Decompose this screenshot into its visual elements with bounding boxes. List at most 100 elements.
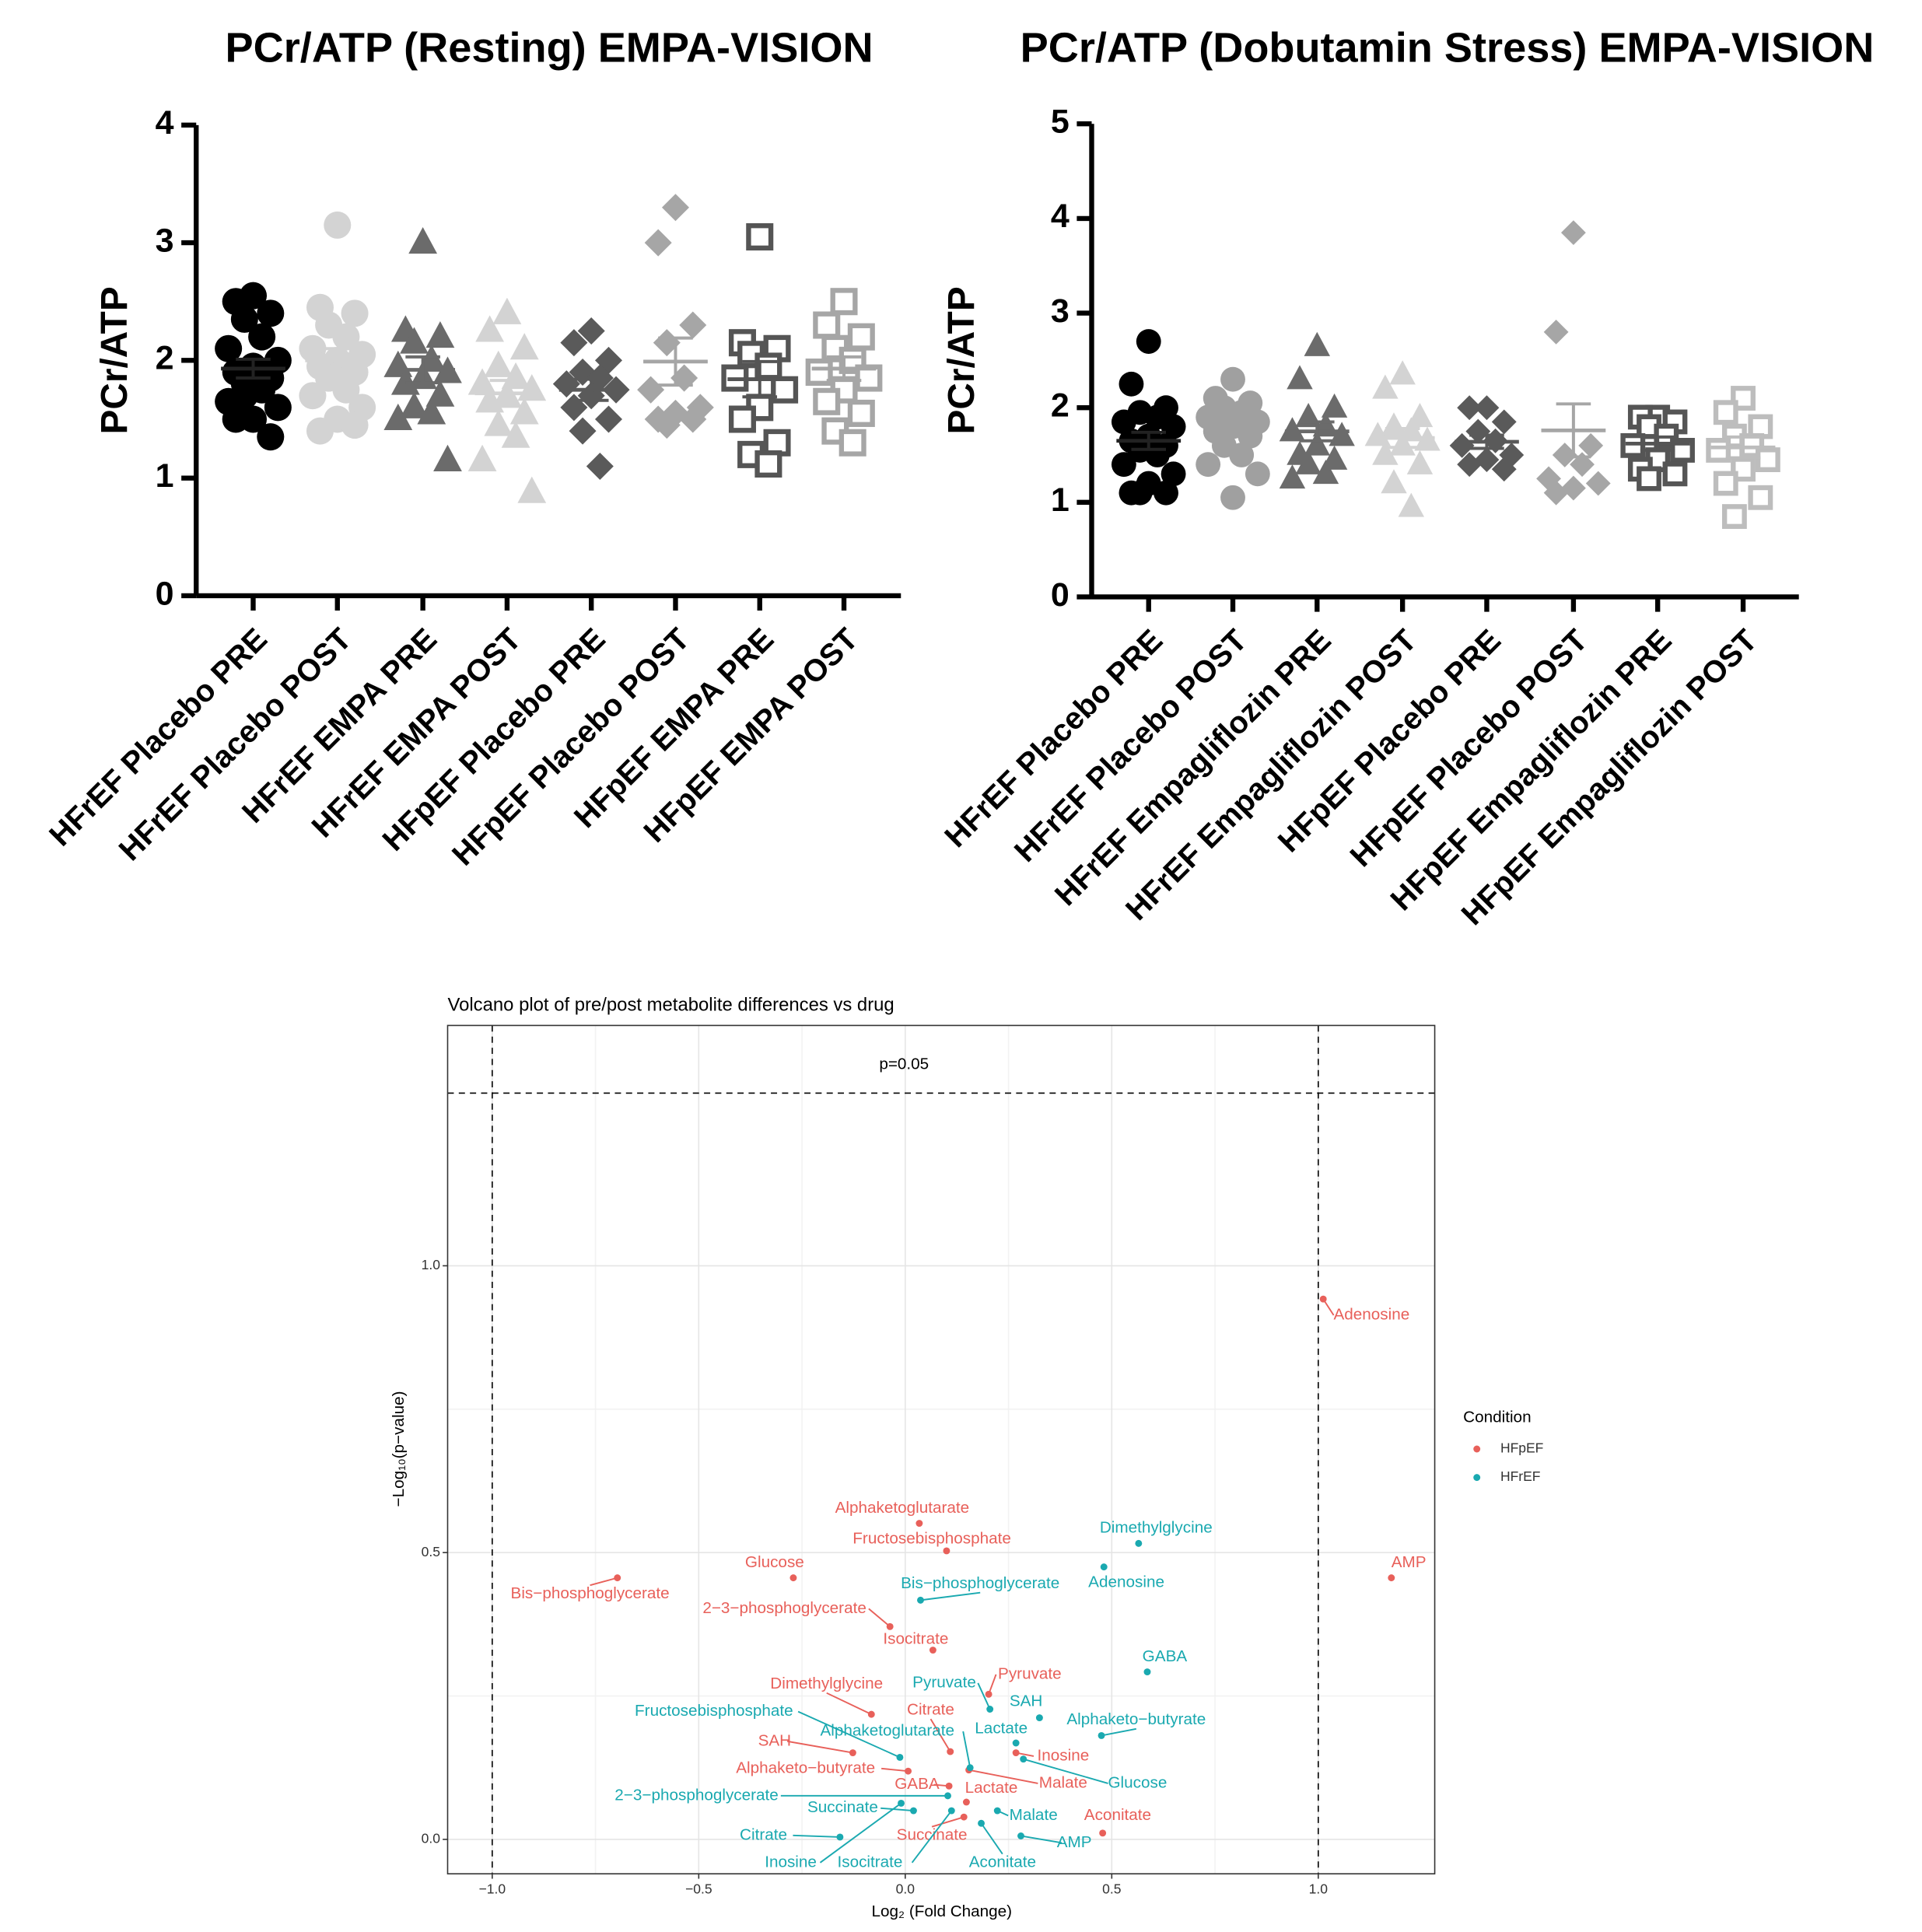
annotation: p=0.05 — [879, 1055, 929, 1073]
label-connector — [590, 1577, 618, 1587]
point — [332, 323, 360, 351]
point — [1713, 471, 1738, 496]
error-bar — [1385, 426, 1420, 450]
point — [1220, 485, 1245, 510]
point-label: GABA — [1143, 1647, 1188, 1665]
label-connector — [911, 1810, 953, 1864]
point — [1406, 450, 1434, 474]
legend-label: HFpEF — [1500, 1440, 1543, 1456]
point — [653, 411, 681, 439]
point — [1287, 365, 1313, 390]
point — [1012, 1739, 1020, 1747]
point — [475, 315, 505, 342]
point — [433, 444, 462, 471]
error-bar — [1725, 435, 1761, 460]
y-tick-label: 1 — [1051, 481, 1070, 519]
y-axis-title: −Log₁₀(p−value) — [390, 1391, 408, 1507]
point — [849, 1749, 856, 1757]
point-label: Lactate — [975, 1719, 1028, 1737]
label-connector — [819, 1802, 902, 1864]
y-tick-label: 2 — [156, 340, 174, 377]
point-label: Succinate — [807, 1798, 878, 1816]
point — [1136, 329, 1161, 354]
point — [1111, 409, 1136, 435]
legend-marker — [1473, 1474, 1481, 1482]
error-bar — [405, 355, 440, 385]
point — [1312, 460, 1339, 485]
point — [1449, 432, 1475, 458]
point — [830, 288, 858, 316]
point — [929, 1647, 936, 1654]
legend-marker — [1473, 1445, 1481, 1453]
point-label: GABA — [894, 1775, 940, 1793]
point-label: Malate — [1010, 1806, 1058, 1824]
label-connector — [1023, 1758, 1108, 1784]
point — [1585, 471, 1611, 496]
error-bar — [1215, 416, 1251, 433]
point-label: Alphaketoglutarate — [835, 1499, 970, 1517]
point — [1012, 1749, 1020, 1757]
x-tick-label: 0.5 — [1102, 1881, 1121, 1896]
point — [1406, 403, 1434, 428]
point — [993, 1807, 1001, 1815]
point-label: Inosine — [1038, 1746, 1090, 1764]
label-connector — [880, 1807, 914, 1811]
error-bar — [1469, 433, 1504, 450]
point — [1364, 422, 1392, 446]
point — [341, 299, 369, 327]
point — [943, 1547, 950, 1555]
chart-title: PCr/ATP (Resting) EMPA-VISION — [226, 25, 873, 72]
y-tick-label: 3 — [156, 222, 174, 259]
point — [746, 223, 774, 251]
y-tick-label: 0 — [156, 575, 174, 612]
y-tick-label: 0.5 — [422, 1544, 440, 1559]
point — [299, 382, 327, 410]
point — [1111, 452, 1136, 478]
point-label: Citrate — [907, 1700, 954, 1718]
point — [264, 394, 292, 422]
point — [679, 405, 707, 433]
point — [1161, 414, 1186, 439]
point — [1143, 1668, 1151, 1676]
x-tick-label: −0.5 — [685, 1881, 712, 1896]
point — [324, 211, 352, 239]
point — [230, 382, 258, 410]
point — [1279, 464, 1306, 489]
point — [978, 1819, 985, 1827]
point — [1620, 432, 1646, 458]
point — [1706, 438, 1731, 463]
point-label: Dimethylglycine — [770, 1675, 883, 1692]
point — [1552, 443, 1577, 467]
point — [230, 305, 258, 333]
point — [1543, 319, 1569, 345]
point — [1154, 480, 1178, 506]
error-bar — [742, 359, 778, 399]
point — [1578, 432, 1604, 458]
point — [1119, 371, 1144, 397]
point — [1127, 480, 1153, 506]
label-connector — [968, 1769, 1038, 1784]
point — [1304, 331, 1331, 356]
point-label: Alphaketoglutarate — [820, 1722, 954, 1740]
point — [896, 1753, 904, 1761]
label-connector — [1021, 1835, 1063, 1844]
point — [248, 323, 276, 351]
label-connector — [977, 1682, 991, 1710]
point-label: Adenosine — [1088, 1573, 1164, 1591]
label-connector — [988, 1674, 997, 1695]
point — [962, 1798, 970, 1806]
point — [400, 327, 429, 354]
point — [679, 311, 707, 339]
point — [805, 358, 833, 387]
point-label: Glucose — [1108, 1773, 1167, 1791]
point-label: Bis−phosphoglycerate — [511, 1584, 670, 1602]
point — [1457, 452, 1483, 478]
point — [509, 333, 539, 360]
point — [1388, 1574, 1395, 1582]
point — [417, 397, 446, 425]
y-tick-label: 1.0 — [422, 1257, 441, 1272]
point — [1755, 447, 1780, 473]
point — [1220, 366, 1245, 392]
point — [728, 405, 756, 433]
